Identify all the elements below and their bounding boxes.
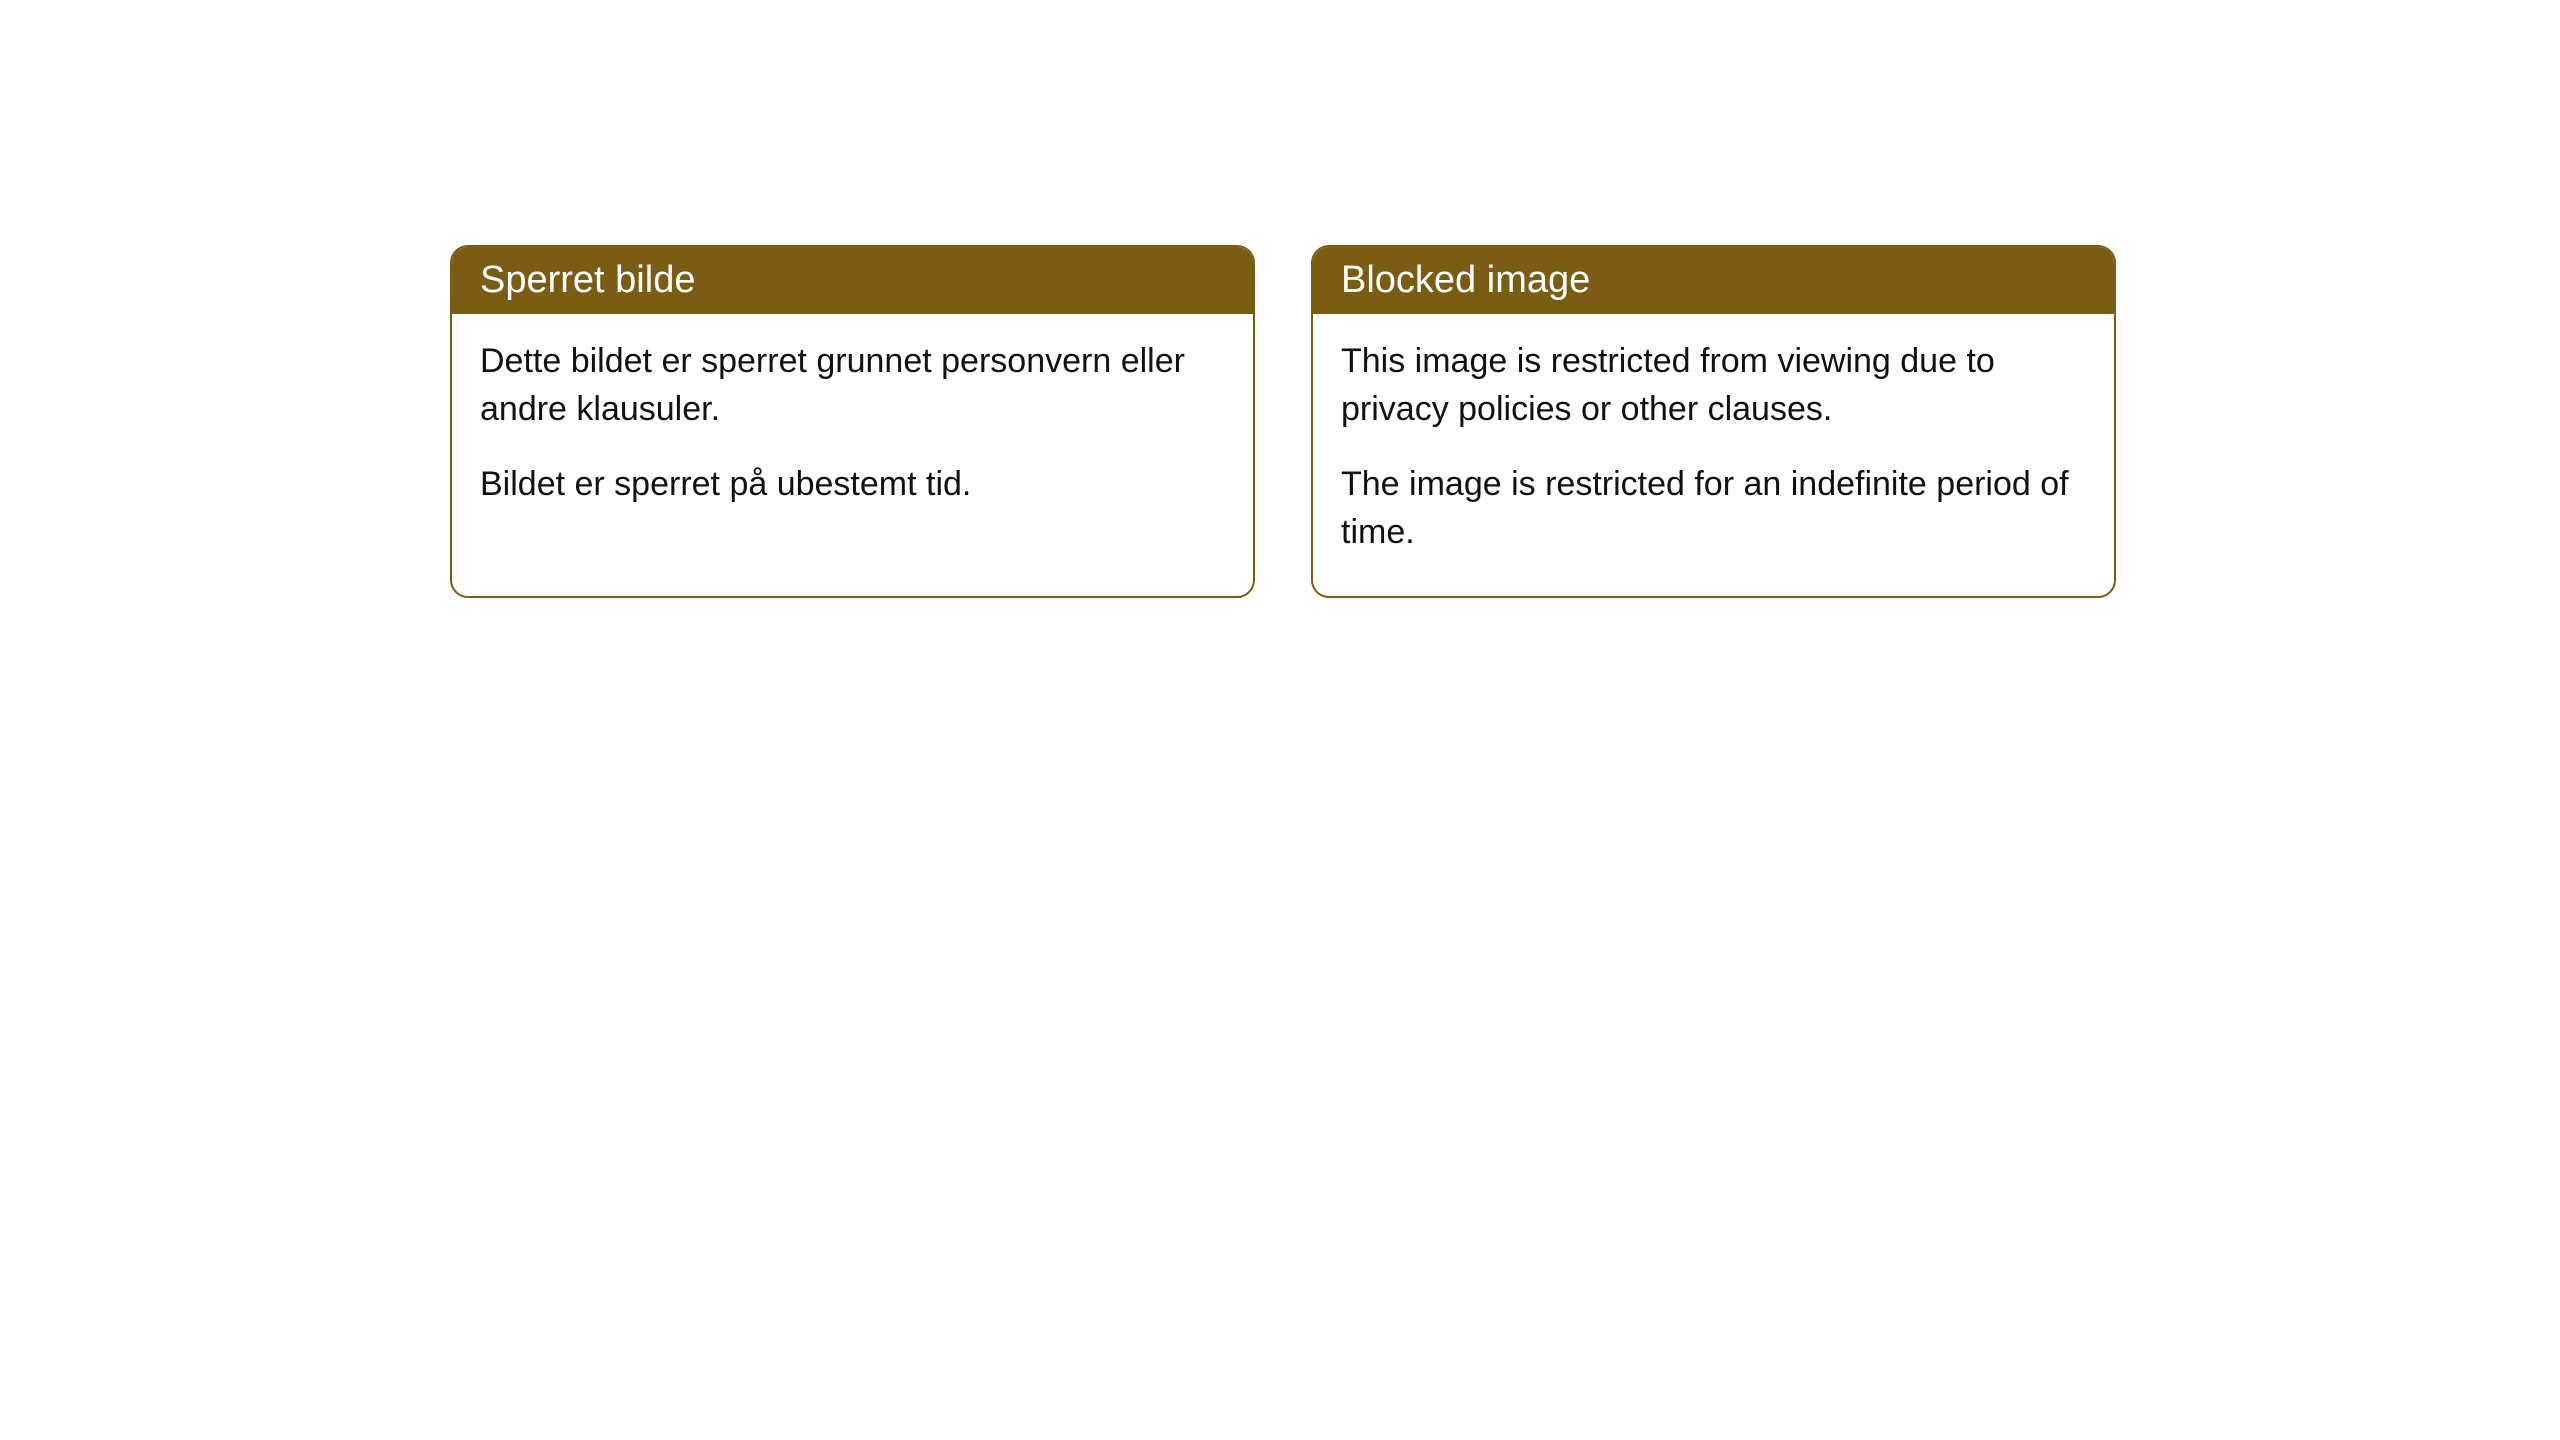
card-paragraph-2-english: The image is restricted for an indefinit… (1341, 461, 2086, 556)
card-body-norwegian: Dette bildet er sperret grunnet personve… (452, 314, 1253, 549)
card-paragraph-1-norwegian: Dette bildet er sperret grunnet personve… (480, 338, 1225, 433)
card-header-norwegian: Sperret bilde (452, 247, 1253, 314)
card-body-english: This image is restricted from viewing du… (1313, 314, 2114, 596)
card-paragraph-1-english: This image is restricted from viewing du… (1341, 338, 2086, 433)
blocked-image-card-english: Blocked image This image is restricted f… (1311, 245, 2116, 598)
card-paragraph-2-norwegian: Bildet er sperret på ubestemt tid. (480, 461, 1225, 509)
card-header-english: Blocked image (1313, 247, 2114, 314)
blocked-image-card-norwegian: Sperret bilde Dette bildet er sperret gr… (450, 245, 1255, 598)
cards-container: Sperret bilde Dette bildet er sperret gr… (0, 0, 2560, 598)
